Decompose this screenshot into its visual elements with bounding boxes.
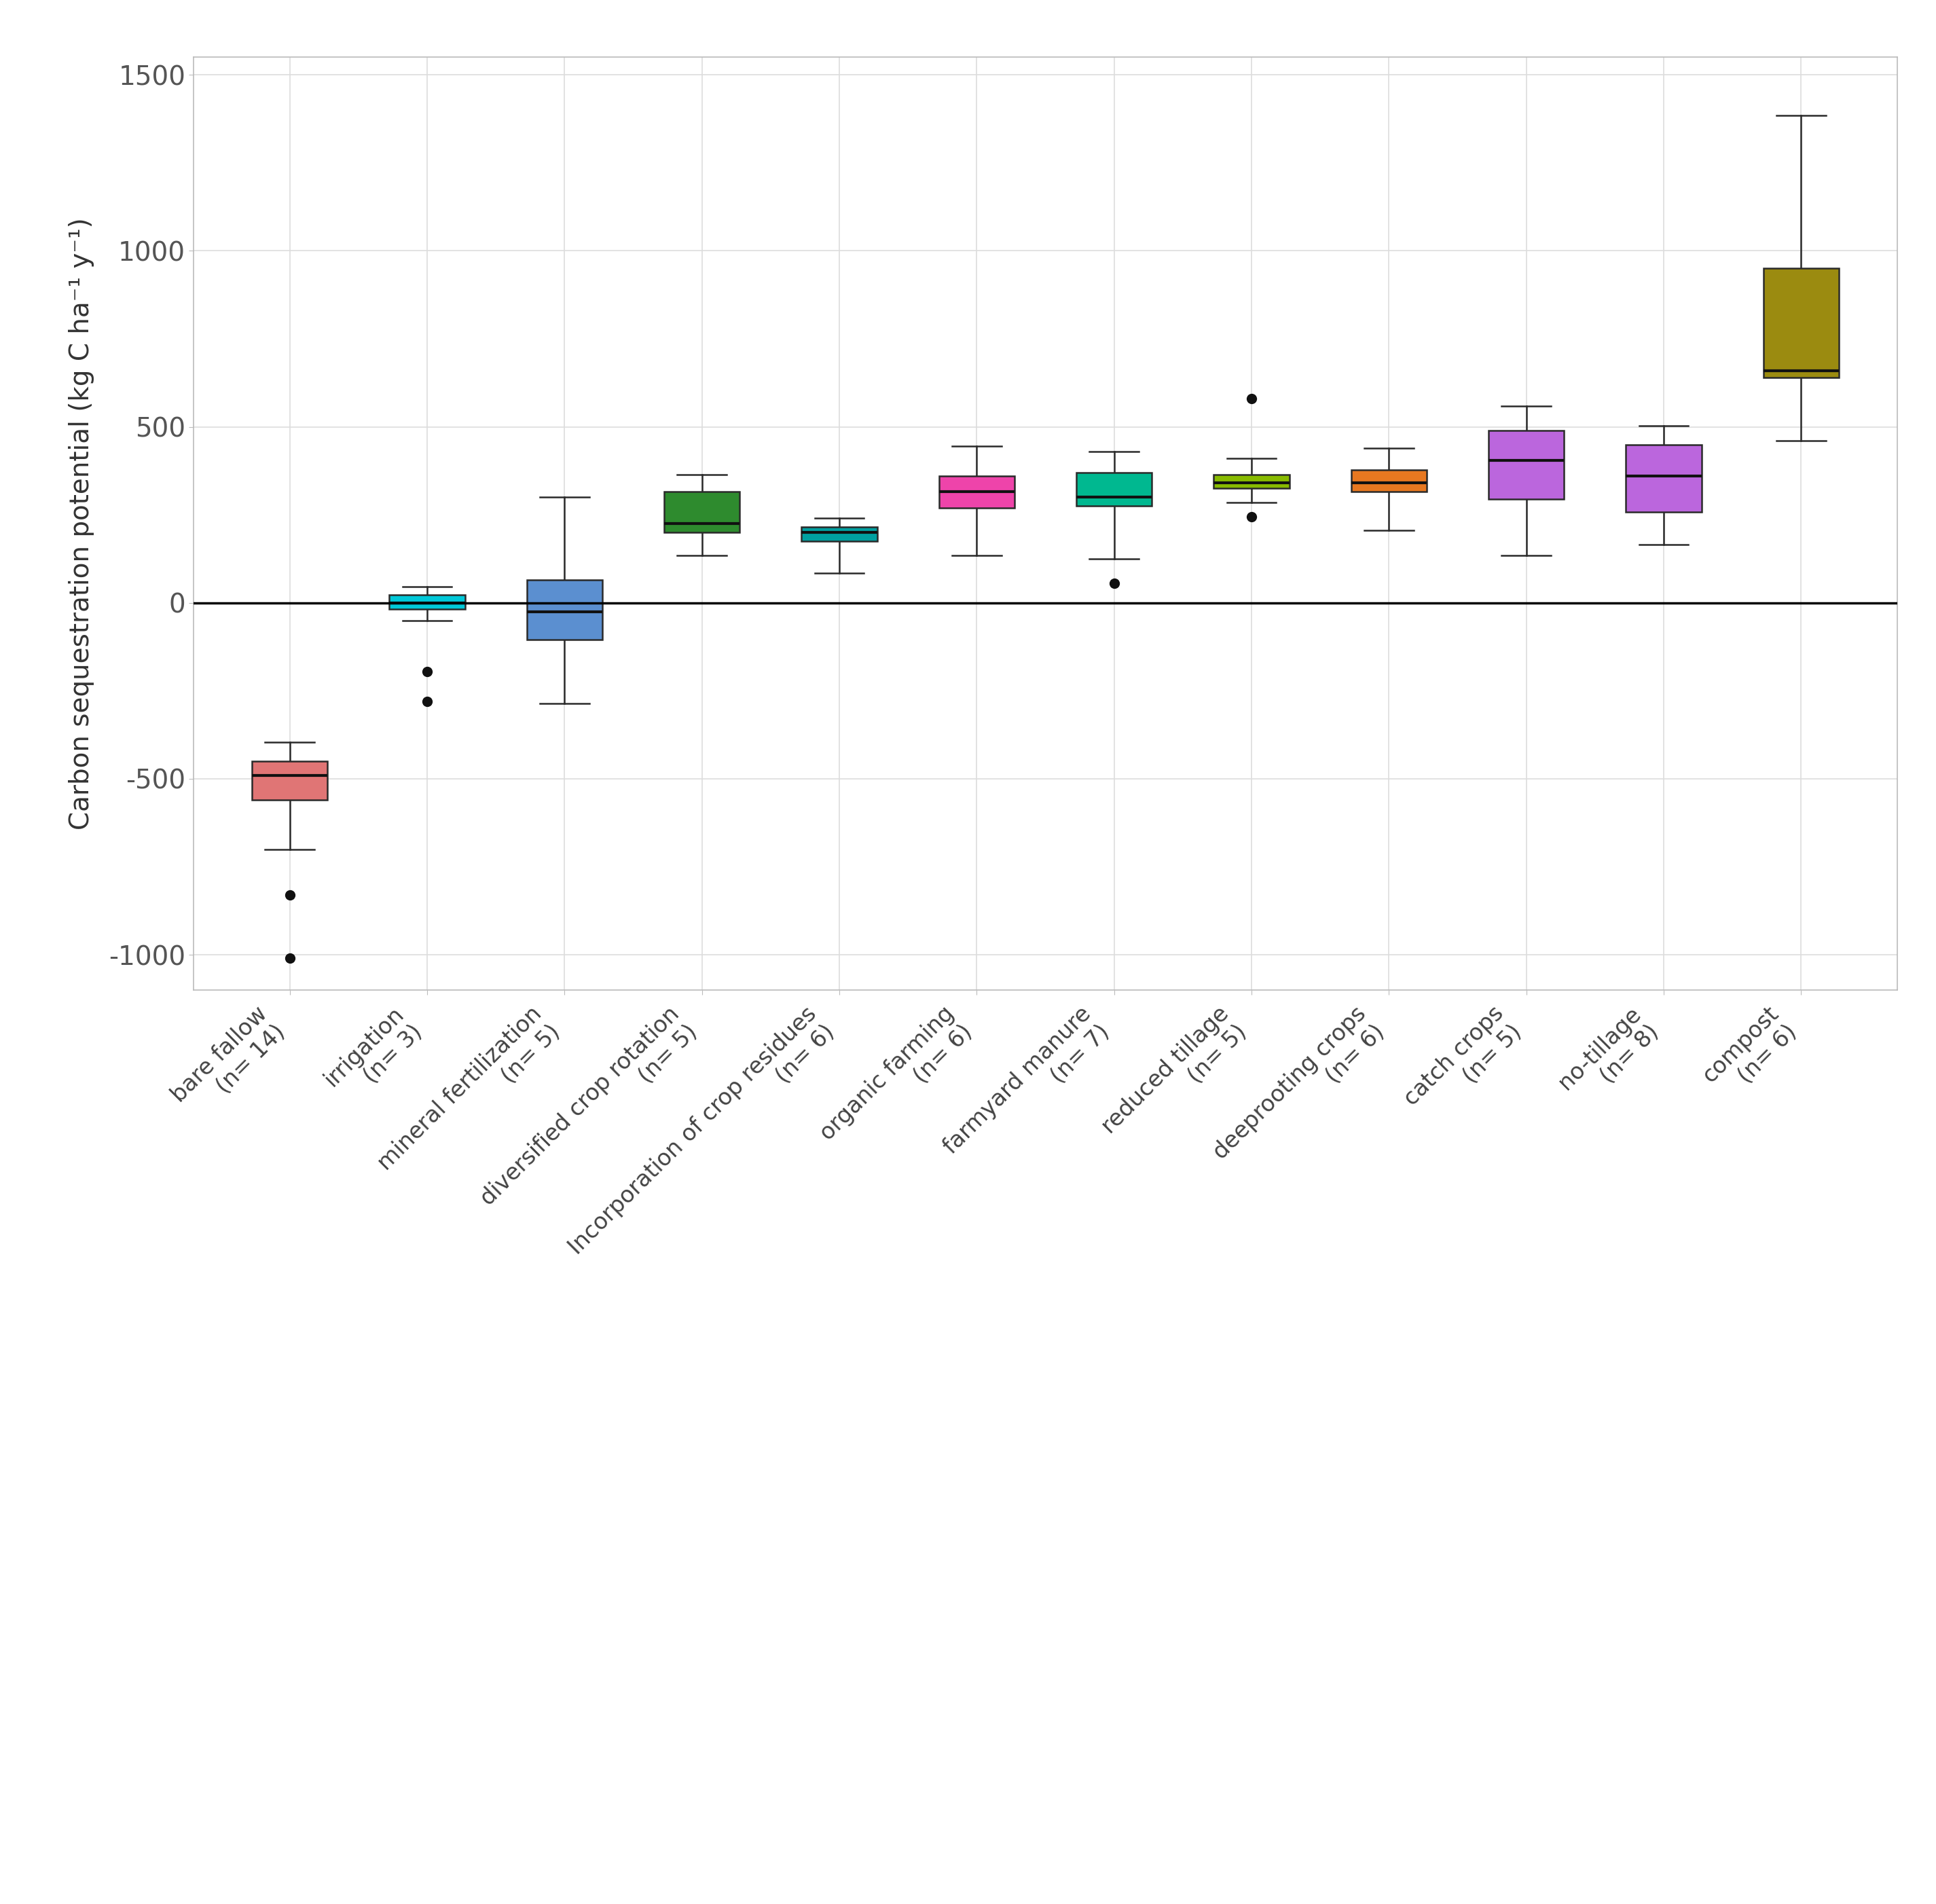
Bar (1626, 446, 1702, 512)
Bar (1489, 430, 1564, 499)
Bar (1764, 268, 1839, 377)
Bar (1076, 472, 1152, 506)
Bar (802, 527, 877, 541)
Bar (1214, 474, 1289, 489)
Bar (939, 476, 1014, 508)
Bar (527, 581, 602, 640)
Y-axis label: Carbon sequestration potential (kg C ha⁻¹ y⁻¹): Carbon sequestration potential (kg C ha⁻… (70, 217, 95, 830)
Bar (664, 491, 740, 533)
Bar (1351, 470, 1427, 491)
Bar (252, 762, 327, 800)
Bar (389, 596, 465, 609)
